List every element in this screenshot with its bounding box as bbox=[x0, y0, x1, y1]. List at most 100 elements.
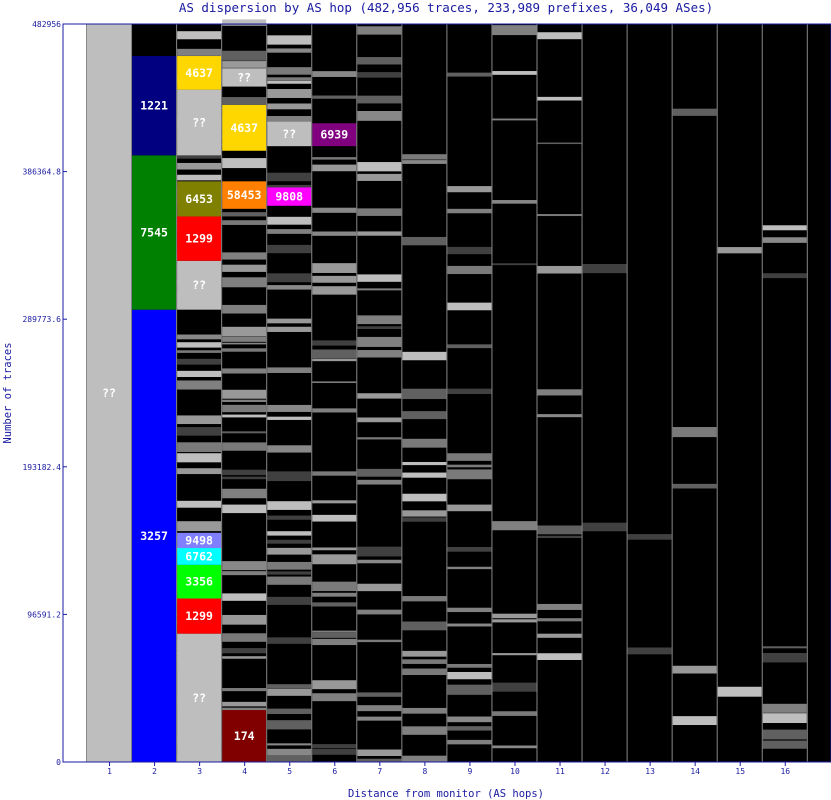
minor-segment bbox=[357, 208, 402, 216]
y-tick-label: 96591.2 bbox=[27, 610, 61, 619]
minor-segment bbox=[492, 118, 537, 121]
minor-segment bbox=[312, 748, 357, 755]
minor-segment bbox=[222, 19, 267, 25]
as-segment bbox=[177, 89, 222, 156]
minor-segment bbox=[312, 275, 357, 283]
minor-segment bbox=[177, 174, 222, 181]
minor-segment bbox=[267, 326, 312, 332]
minor-segment bbox=[222, 212, 267, 217]
minor-segment bbox=[312, 286, 357, 295]
minor-segment bbox=[267, 684, 312, 689]
x-tick-label: 9 bbox=[468, 767, 473, 776]
minor-segment bbox=[222, 404, 267, 413]
x-axis: 1 2 3 4 5 6 7 8 9 10 11 12 13 14 15 16 bbox=[107, 762, 790, 776]
minor-segment bbox=[267, 216, 312, 225]
minor-segment bbox=[312, 632, 357, 638]
minor-segment bbox=[222, 701, 267, 707]
minor-segment bbox=[402, 668, 447, 676]
segment-label: 7545 bbox=[140, 226, 168, 240]
as-segment bbox=[132, 155, 177, 310]
minor-segment bbox=[267, 720, 312, 730]
minor-segment bbox=[267, 172, 312, 182]
minor-segment bbox=[312, 207, 357, 213]
as-segment bbox=[177, 532, 222, 549]
minor-segment bbox=[447, 684, 492, 695]
minor-segment bbox=[402, 650, 447, 657]
minor-segment bbox=[357, 479, 402, 485]
minor-segment bbox=[222, 348, 267, 352]
minor-segment bbox=[312, 340, 357, 346]
minor-segment bbox=[447, 464, 492, 468]
minor-segment bbox=[267, 48, 312, 53]
segment-label: 3257 bbox=[140, 529, 168, 543]
minor-segment bbox=[357, 326, 402, 330]
minor-segment bbox=[222, 431, 267, 434]
as-segment bbox=[132, 309, 177, 762]
minor-segment bbox=[447, 716, 492, 723]
minor-segment bbox=[402, 493, 447, 502]
minor-segment bbox=[492, 613, 537, 619]
x-tick-label: 5 bbox=[287, 767, 292, 776]
minor-segment bbox=[402, 351, 447, 361]
minor-segment bbox=[537, 535, 582, 539]
minor-segment bbox=[177, 468, 222, 475]
minor-segment bbox=[267, 67, 312, 75]
minor-segment bbox=[357, 336, 402, 347]
minor-segment bbox=[537, 653, 582, 660]
y-tick-label: 482956 bbox=[32, 20, 61, 29]
minor-segment bbox=[222, 442, 267, 451]
minor-segment bbox=[222, 158, 267, 169]
minor-segment bbox=[402, 461, 447, 466]
minor-segment bbox=[267, 416, 312, 420]
minor-segment bbox=[312, 471, 357, 476]
minor-segment bbox=[537, 633, 582, 638]
minor-segment bbox=[357, 609, 402, 615]
minor-segment bbox=[537, 618, 582, 622]
minor-segment bbox=[267, 184, 312, 189]
minor-segment bbox=[177, 370, 222, 377]
minor-segment bbox=[222, 561, 267, 571]
minor-segment bbox=[447, 186, 492, 193]
minor-segment bbox=[267, 515, 312, 520]
x-tick-label: 16 bbox=[780, 767, 790, 776]
minor-segment bbox=[312, 592, 357, 597]
minor-segment bbox=[537, 389, 582, 396]
minor-segment bbox=[177, 442, 222, 453]
chart-title: AS dispersion by AS hop (482,956 traces,… bbox=[179, 0, 713, 15]
minor-segment bbox=[762, 273, 807, 279]
as-segment bbox=[267, 121, 312, 147]
minor-segment bbox=[357, 546, 402, 557]
as-segment bbox=[177, 598, 222, 634]
minor-segment bbox=[177, 521, 222, 532]
minor-segment bbox=[717, 686, 762, 697]
x-tick-label: 2 bbox=[152, 767, 157, 776]
minor-segment bbox=[222, 707, 267, 712]
minor-segment bbox=[267, 367, 312, 373]
minor-segment bbox=[357, 559, 402, 564]
as-segment bbox=[87, 24, 132, 762]
minor-segment bbox=[447, 72, 492, 77]
segment-label: 6453 bbox=[185, 192, 213, 206]
as-segment bbox=[177, 548, 222, 565]
segment-label: ?? bbox=[102, 386, 116, 400]
x-tick-label: 4 bbox=[242, 767, 247, 776]
minor-segment bbox=[312, 95, 357, 99]
minor-segment bbox=[402, 659, 447, 664]
x-tick-label: 8 bbox=[422, 767, 427, 776]
minor-segment bbox=[267, 596, 312, 605]
minor-segment bbox=[402, 388, 447, 400]
minor-segment bbox=[312, 554, 357, 565]
minor-segment bbox=[267, 708, 312, 714]
segment-label: 9808 bbox=[275, 190, 303, 204]
minor-segment bbox=[312, 581, 357, 592]
minor-segment bbox=[222, 336, 267, 342]
minor-segment bbox=[357, 231, 402, 236]
minor-segment bbox=[357, 437, 402, 440]
as-segment bbox=[222, 68, 267, 87]
minor-segment bbox=[267, 115, 312, 126]
minor-segment bbox=[357, 274, 402, 282]
minor-segment bbox=[312, 744, 357, 749]
minor-segment bbox=[222, 61, 267, 68]
minor-segment bbox=[312, 231, 357, 236]
plot-frame bbox=[62, 23, 831, 763]
